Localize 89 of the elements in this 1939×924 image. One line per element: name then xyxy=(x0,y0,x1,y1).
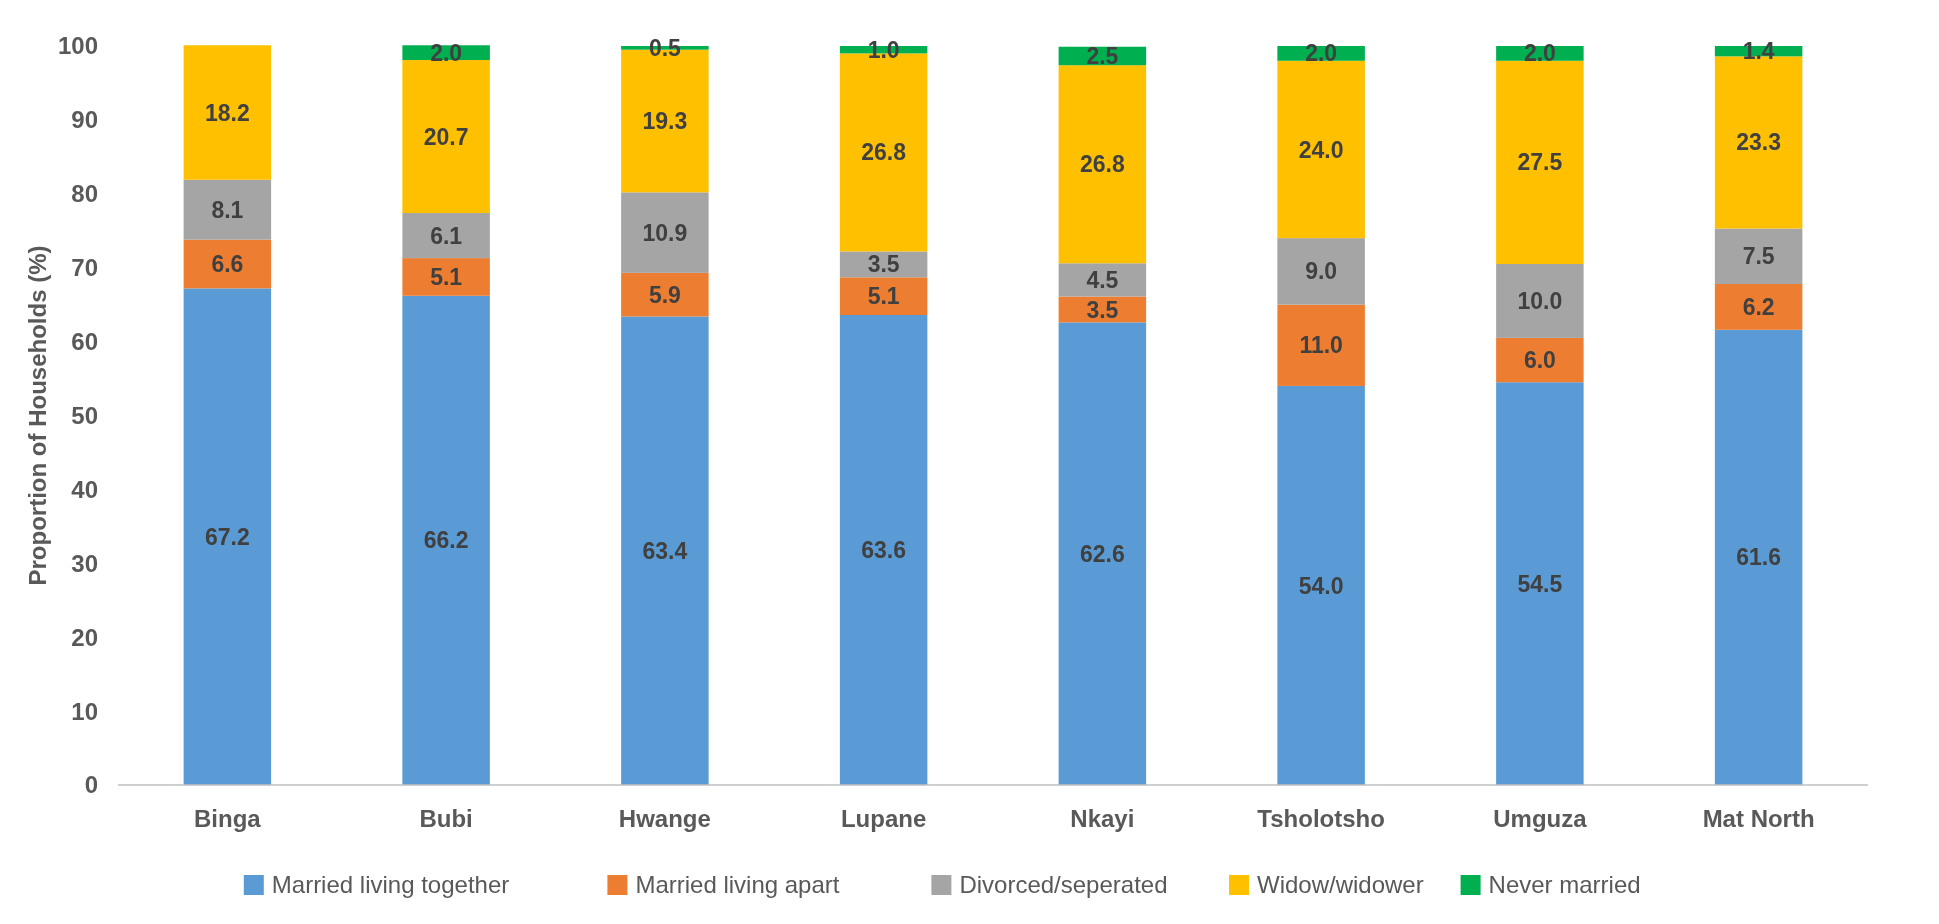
data-label: 54.0 xyxy=(1298,572,1344,599)
y-tick-label: 30 xyxy=(71,549,98,577)
bar xyxy=(1714,329,1803,785)
data-label: 10.9 xyxy=(642,219,688,246)
data-label: 66.2 xyxy=(423,527,469,554)
data-label: 4.5 xyxy=(1086,266,1119,293)
data-label: 5.1 xyxy=(867,283,900,310)
bar xyxy=(1277,304,1365,386)
data-label: 3.5 xyxy=(1086,296,1119,323)
bar xyxy=(402,258,490,296)
bar xyxy=(621,272,709,317)
data-label: 61.6 xyxy=(1736,544,1782,571)
data-label: 2.0 xyxy=(1305,40,1338,67)
data-label: 6.6 xyxy=(211,251,244,278)
data-label: 5.9 xyxy=(648,281,681,308)
bar xyxy=(1277,385,1365,785)
x-tick-label: Tsholotsho xyxy=(1257,805,1385,832)
data-label: 3.5 xyxy=(867,251,900,278)
data-label: 7.5 xyxy=(1742,243,1775,270)
data-label: 26.8 xyxy=(1079,151,1125,178)
data-label: 6.0 xyxy=(1523,347,1556,374)
x-tick-label: Umguza xyxy=(1493,805,1588,832)
bar xyxy=(402,60,490,214)
bar xyxy=(402,295,490,785)
bar xyxy=(1496,60,1584,265)
bar xyxy=(1496,264,1584,338)
bar xyxy=(1496,382,1584,785)
legend-label: Never married xyxy=(1488,871,1641,899)
x-tick-label: Hwange xyxy=(618,805,711,832)
y-tick-label: 100 xyxy=(57,32,98,60)
data-label: 63.4 xyxy=(642,537,688,564)
data-label: 2.0 xyxy=(430,39,463,66)
bar xyxy=(183,288,272,785)
data-label: 26.8 xyxy=(861,139,907,166)
y-tick-label: 80 xyxy=(71,180,98,208)
data-label: 20.7 xyxy=(423,123,469,150)
y-tick-label: 50 xyxy=(71,401,98,429)
x-tick-label: Nkayi xyxy=(1070,805,1135,832)
data-label: 27.5 xyxy=(1517,149,1563,176)
bar xyxy=(1058,65,1147,264)
bar xyxy=(621,316,709,785)
y-tick-label: 0 xyxy=(84,771,98,799)
y-tick-label: 70 xyxy=(71,254,98,282)
data-label: 2.0 xyxy=(1523,40,1556,67)
data-label: 2.5 xyxy=(1086,43,1119,70)
data-label: 9.0 xyxy=(1305,258,1338,285)
data-label: 18.2 xyxy=(204,99,250,126)
legend-label: Divorced/seperated xyxy=(959,871,1168,899)
bar xyxy=(839,277,928,315)
bar xyxy=(183,179,272,240)
x-tick-label: Lupane xyxy=(840,805,927,832)
data-label: 19.3 xyxy=(642,108,688,135)
x-tick-label: Mat North xyxy=(1702,805,1815,832)
legend-label: Widow/widower xyxy=(1257,871,1424,899)
bar xyxy=(1714,283,1803,330)
bar xyxy=(1058,263,1147,297)
data-label: 63.6 xyxy=(861,537,907,564)
data-label: 6.1 xyxy=(430,222,463,249)
bar xyxy=(1496,337,1584,383)
data-label: 6.2 xyxy=(1742,293,1775,320)
legend-label: Married living apart xyxy=(635,871,840,899)
x-tick-label: Bubi xyxy=(419,805,473,832)
data-label: 11.0 xyxy=(1299,332,1343,359)
bar xyxy=(402,213,490,259)
data-label: 62.6 xyxy=(1079,540,1125,567)
bar xyxy=(1714,228,1803,284)
y-tick-label: 20 xyxy=(71,623,98,651)
bar xyxy=(621,192,709,273)
bar xyxy=(1277,60,1365,239)
data-label: 8.1 xyxy=(211,196,244,223)
data-label: 67.2 xyxy=(204,523,250,550)
y-tick-label: 10 xyxy=(71,697,98,725)
data-label: 10.0 xyxy=(1517,288,1563,314)
data-label: 0.5 xyxy=(648,34,682,61)
y-tick-label: 40 xyxy=(71,475,98,503)
data-label: 23.3 xyxy=(1736,129,1782,156)
y-tick-label: 90 xyxy=(71,106,98,134)
y-tick-label: 60 xyxy=(71,328,98,355)
bar xyxy=(1277,238,1365,305)
data-label: 54.5 xyxy=(1517,570,1563,597)
legend-label: Married living together xyxy=(271,871,510,899)
bar xyxy=(839,315,928,785)
data-label: 5.1 xyxy=(430,263,463,290)
bar xyxy=(1058,322,1147,785)
x-tick-label: Binga xyxy=(194,805,262,832)
bar xyxy=(183,45,272,180)
data-label: 24.0 xyxy=(1298,136,1344,163)
bar xyxy=(183,239,272,289)
y-axis-title: Proportion of Households (%) xyxy=(24,245,51,586)
